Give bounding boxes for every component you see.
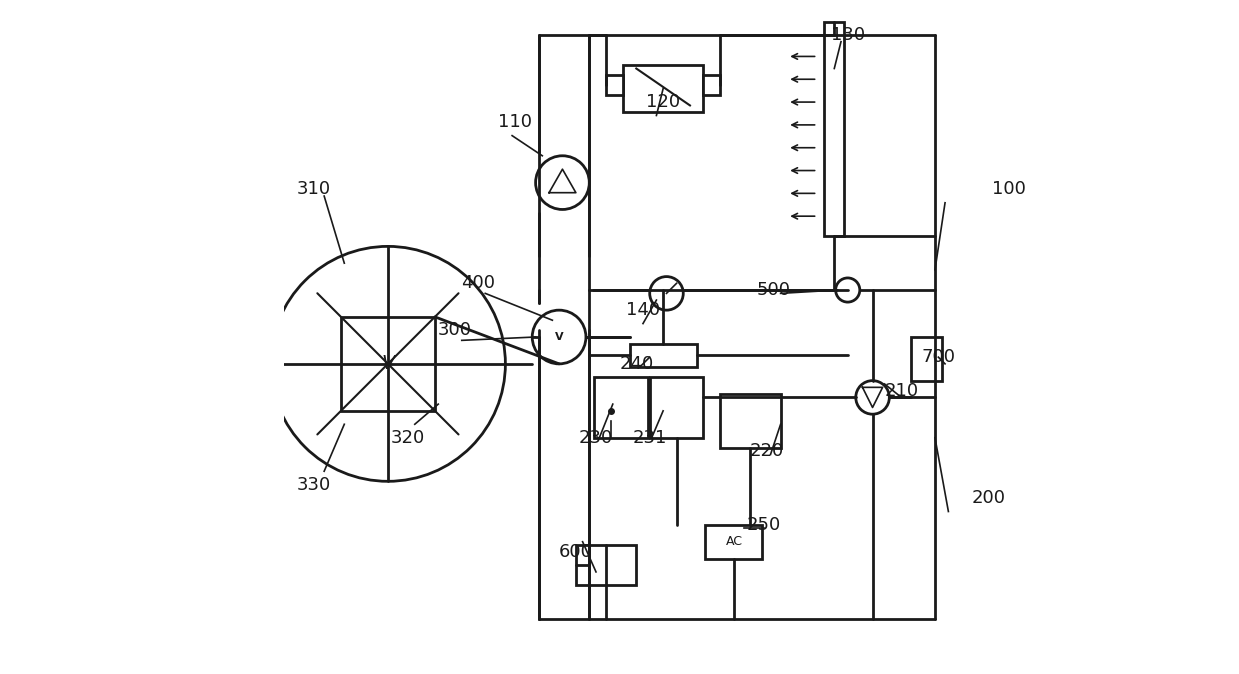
Circle shape [649,276,683,310]
Bar [704,75,720,95]
Text: 310: 310 [297,181,331,198]
Circle shape [533,310,586,364]
Bar [606,75,623,95]
Text: 130: 130 [830,26,865,44]
Circle shape [835,278,860,302]
Circle shape [270,247,506,481]
Circle shape [535,156,590,210]
Text: V: V [555,332,564,342]
Text: 220: 220 [750,442,784,460]
Bar [720,394,781,448]
Text: 140: 140 [626,301,660,319]
Text: 500: 500 [757,281,790,299]
Text: 330: 330 [297,476,331,493]
Text: 231: 231 [633,429,667,447]
Bar [912,337,942,381]
Text: 400: 400 [462,274,496,293]
Text: AC: AC [726,535,742,548]
Text: 600: 600 [559,543,592,561]
Text: 110: 110 [498,113,533,131]
Text: 700: 700 [922,348,955,366]
Bar [824,22,844,237]
Bar [629,344,696,367]
Bar [341,317,435,411]
Text: 320: 320 [392,429,425,447]
Text: 210: 210 [885,381,918,400]
Bar [705,525,762,559]
Text: 200: 200 [971,489,1006,507]
Circle shape [856,381,890,415]
Bar [593,377,648,437]
Bar [649,377,704,437]
Text: 100: 100 [992,181,1026,198]
Bar [623,65,704,112]
Text: 300: 300 [439,321,472,339]
Text: 250: 250 [747,516,781,534]
Text: 230: 230 [579,429,613,447]
Text: 120: 120 [646,93,680,111]
Bar [576,545,637,585]
Text: 240: 240 [620,355,653,373]
Text: V: V [382,355,394,373]
